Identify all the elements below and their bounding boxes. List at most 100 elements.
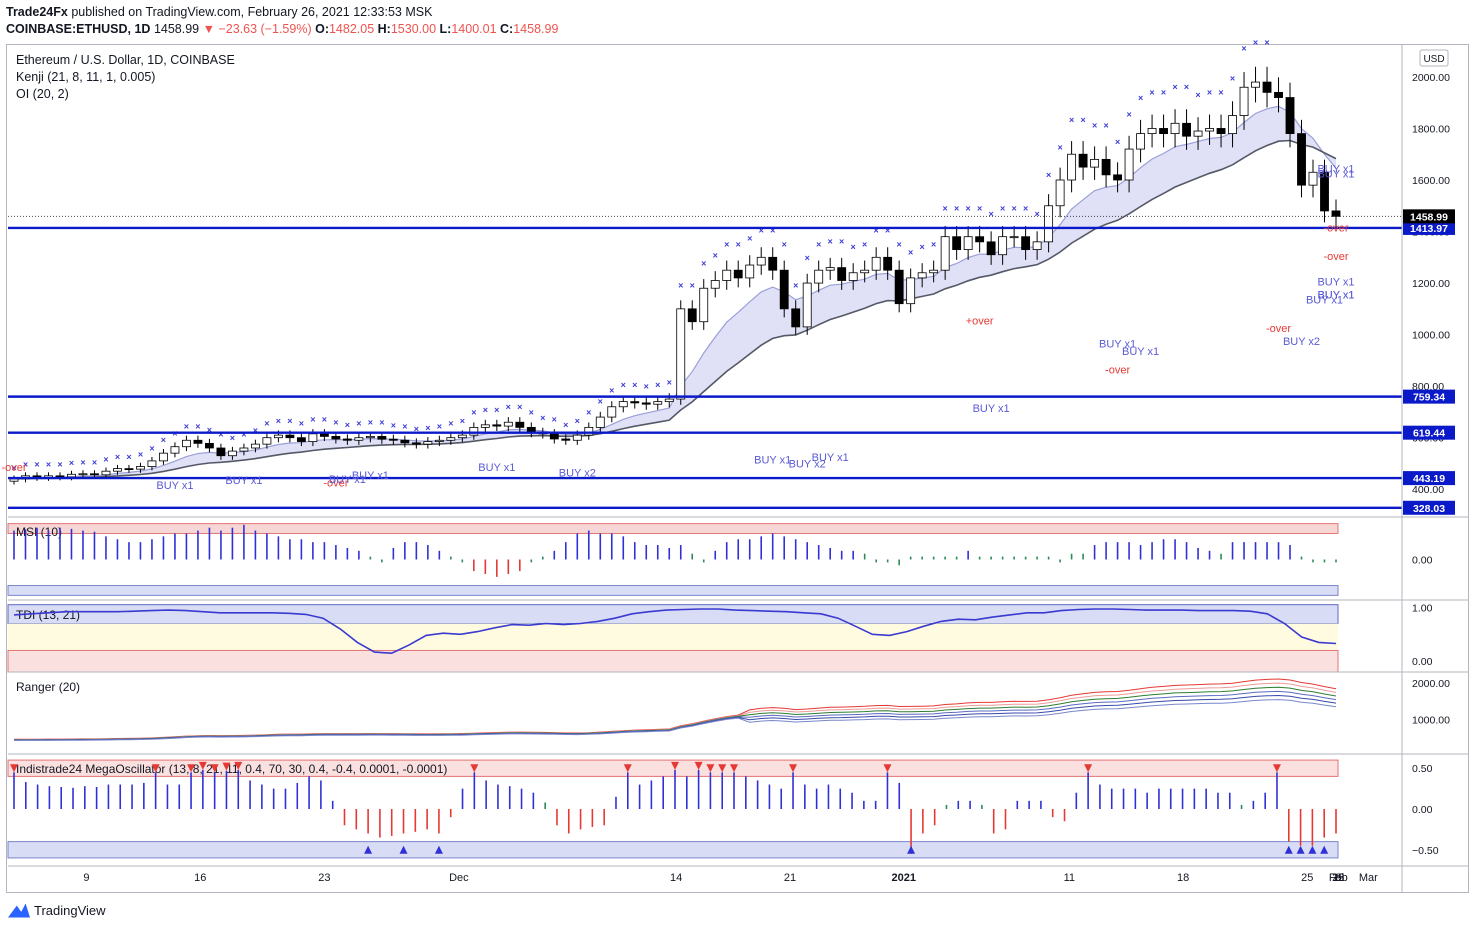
tradingview-brand: TradingView [34,903,106,918]
x-marker: × [609,386,614,396]
signal-label: BUY x1 [973,403,1010,415]
candle-body [227,450,237,457]
x-marker: × [448,419,453,429]
signal-label: BUY x1 [1122,346,1159,358]
publisher-name[interactable]: Trade24Fx [6,5,68,19]
x-marker: × [69,458,74,468]
level-label: 619.44 [1413,428,1445,440]
tdi-pane[interactable]: TDI (13, 21) 1.00 0.00 [7,602,1433,673]
candle-body [733,269,743,279]
y-tick-label: 1600.00 [1412,175,1450,187]
x-marker: × [517,402,522,412]
candle-body [216,447,226,457]
legend-title[interactable]: Ethereum / U.S. Dollar, 1D, COINBASE [16,53,235,67]
candle-body [205,442,214,449]
candle-body [814,269,824,284]
x-marker: × [586,408,591,418]
tradingview-logo[interactable]: TradingView [8,903,106,918]
legend-oi[interactable]: OI (20, 2) [16,87,69,101]
mega-sell-triangle [883,764,892,773]
signal-label: -over [1105,364,1130,376]
x-tick-label: Dec [449,872,469,884]
x-marker: × [1184,82,1189,92]
x-marker: × [644,381,649,391]
currency-badge[interactable] [1419,49,1449,67]
signal-label: +over [966,315,994,327]
candle-body [986,241,996,256]
candle-body [607,406,617,418]
mega-sell-triangle [718,764,727,773]
signal-label: BUY x1 [1317,290,1354,302]
candle-body [170,446,180,454]
x-marker: × [34,460,39,470]
mega-sell-triangle [706,764,715,773]
mega-buy-triangle [1308,845,1317,854]
y-tick-label: 2000.00 [1412,678,1450,690]
x-marker: × [563,420,568,430]
candle-body [365,436,375,439]
candle-body [147,460,157,467]
x-marker: × [1218,87,1223,97]
ranger-pane[interactable]: Ranger (20) 2000.00 1000.00 [13,678,1450,741]
candle-body [1205,128,1214,132]
x-marker: × [1138,93,1143,103]
signal-label: -over [1323,223,1348,235]
x-marker: × [379,417,384,427]
x-marker: × [816,239,821,249]
candle-body [182,439,191,448]
x-marker: × [1195,90,1200,100]
x-marker: × [1069,115,1074,125]
mega-sell-triangle [470,764,479,773]
candle-body [825,267,835,271]
signal-label: -over [1,462,26,474]
candle-body [1285,97,1295,135]
x-marker: × [1149,87,1154,97]
candle-body [802,282,812,328]
x-tick-label: 14 [670,872,682,884]
candle-body [883,256,893,271]
mega-buy-triangle [907,845,916,854]
x-tick-label: 22 [1332,872,1344,884]
x-marker: × [529,408,534,418]
candle-body [791,308,801,328]
y-tick-label: −0.50 [1412,845,1439,857]
candle-body [159,452,168,462]
x-marker: × [414,424,419,434]
x-marker: × [80,457,85,467]
x-marker: × [437,421,442,431]
candle-body [572,434,582,441]
msi-pane[interactable]: MSI (10) 0.00 [7,523,1433,596]
signal-label: BUY x1 [352,470,389,482]
x-marker: × [667,377,672,387]
currency-text: USD [1423,54,1444,65]
x-marker: × [805,253,810,263]
candle-body [1170,122,1180,135]
x-tick-label: 9 [83,872,89,884]
x-marker: × [253,426,258,436]
x-marker: × [1172,82,1177,92]
chart-frame[interactable] [6,44,1469,893]
x-marker: × [701,259,706,269]
mega-sell-triangle [187,764,196,773]
x-marker: × [138,450,143,460]
candle-body [262,437,272,445]
published-text: published on TradingView.com, February 2… [67,5,433,19]
x-marker: × [1046,170,1051,180]
mega-sell-triangle [694,761,703,770]
x-marker: × [1230,74,1235,84]
price-pane[interactable]: 2000.001800.001600.001400.001200.001000.… [1,38,1455,515]
candle-body [273,434,283,439]
x-marker: × [966,203,971,213]
candle-body [940,236,950,271]
x-marker: × [885,225,890,235]
candle-body [193,439,203,444]
x-marker: × [264,419,269,429]
legend-kenji[interactable]: Kenji (21, 8, 11, 1, 0.005) [16,70,155,84]
x-marker: × [276,416,281,426]
symbol-line: COINBASE:ETHUSD, 1D [6,22,151,36]
candle-body [1274,91,1283,98]
candle-body [779,269,789,310]
mega-oscillator-pane[interactable]: Indistrade24 MegaOscillator (13, 8, 21, … [7,759,1439,859]
x-marker: × [1207,87,1212,97]
